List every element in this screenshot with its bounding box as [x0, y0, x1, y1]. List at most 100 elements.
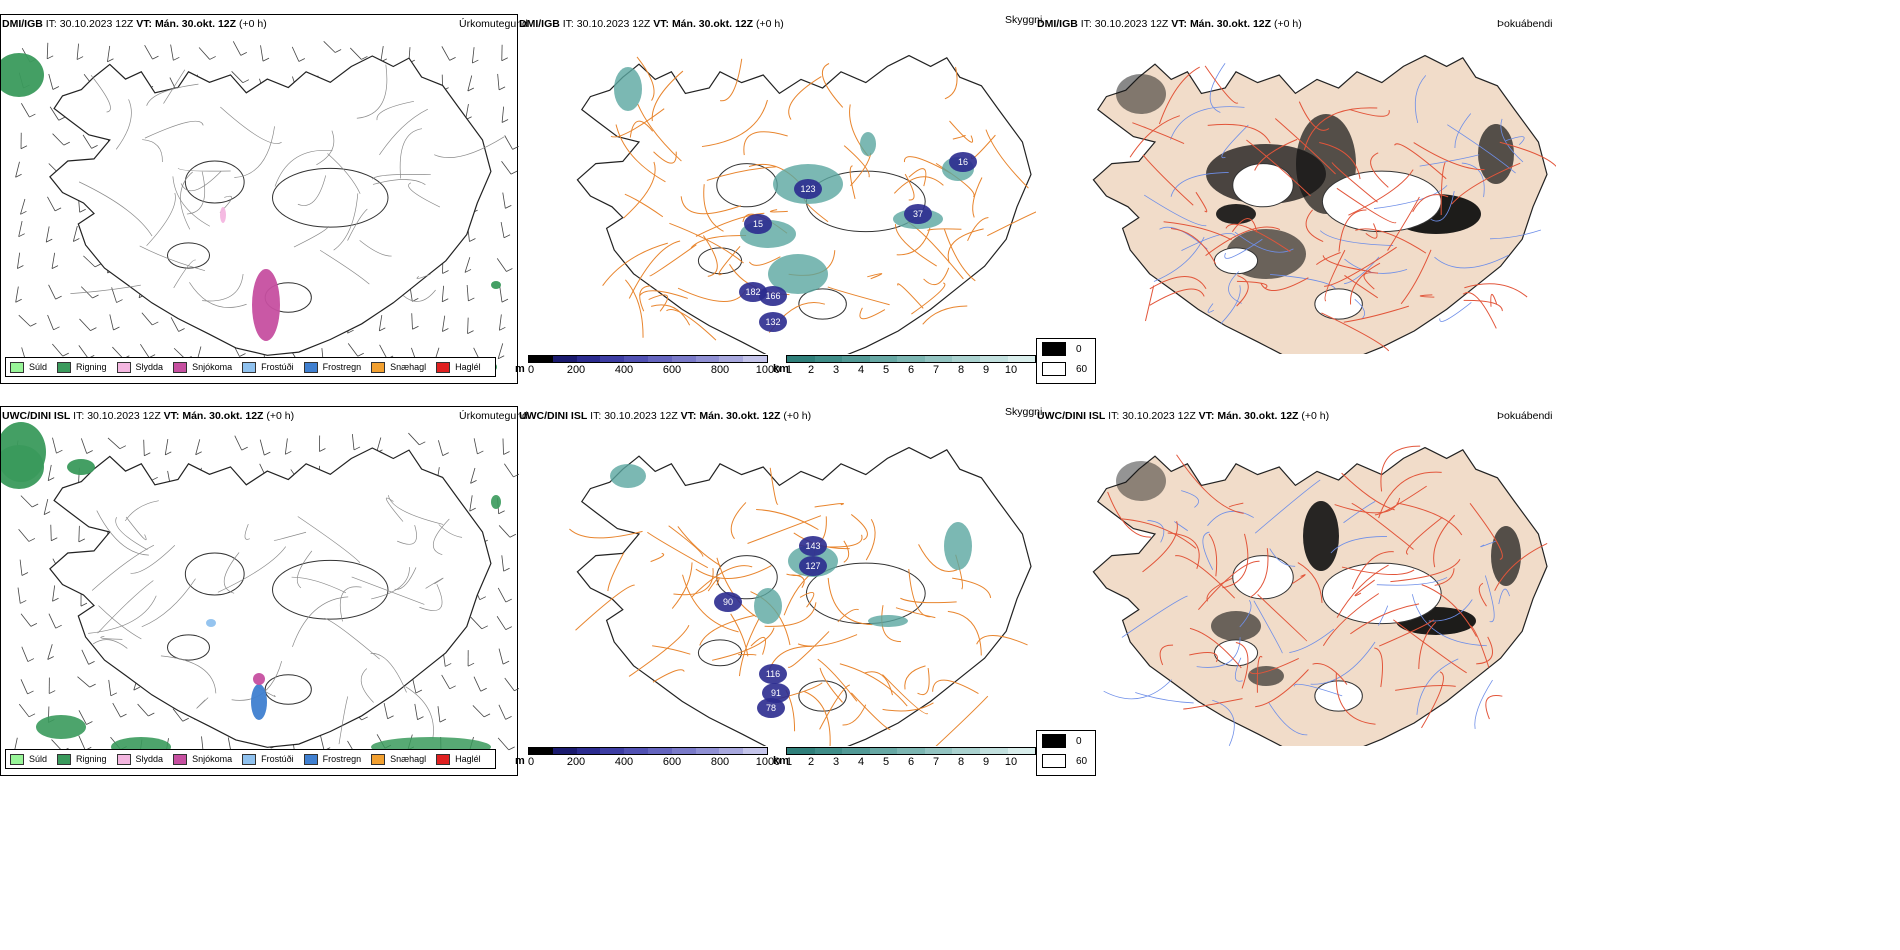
scale-tick-label: 800 [710, 756, 730, 768]
low-visibility-area [799, 556, 827, 576]
wind-barb-flag [449, 685, 456, 690]
road-line [202, 273, 244, 302]
road-line [1208, 533, 1218, 577]
wind-barb-flag [442, 328, 449, 332]
wind-barb-flag [78, 538, 85, 543]
scale-cell [671, 748, 696, 754]
road-line [196, 697, 209, 709]
wind-barb-flag [90, 327, 97, 331]
road-line [738, 653, 757, 656]
visibility-value-label: 15 [753, 219, 763, 229]
wind-barb [144, 44, 153, 60]
wind-barb [414, 703, 418, 720]
road-line [636, 56, 655, 101]
wind-barb [170, 317, 179, 332]
wind-barb [260, 45, 264, 62]
road-line [338, 696, 349, 745]
road-line [1175, 555, 1236, 599]
road-line [927, 228, 962, 231]
road-line [1183, 698, 1243, 710]
river-line [1500, 118, 1524, 163]
river-line [1153, 236, 1205, 282]
wind-barb-flag [472, 59, 479, 64]
wind-barb [464, 257, 471, 273]
title-visibility-bottom: UWC/DINI ISL IT: 30.10.2023 12Z VT: Mán.… [519, 410, 812, 422]
iceland-coastline [1092, 446, 1548, 746]
road-line [1222, 533, 1249, 589]
fog-index-area [1211, 611, 1261, 641]
road-line [797, 634, 858, 647]
river-line [1480, 540, 1497, 548]
low-visibility-area [739, 282, 767, 302]
glacier-outline [264, 674, 312, 705]
rain-area [1, 422, 46, 482]
river-line [1221, 124, 1249, 159]
river-line [1270, 274, 1336, 289]
visibility-value-label: 78 [766, 703, 776, 713]
wind-barb [231, 71, 244, 83]
road-line [1354, 579, 1375, 597]
glacier-outline [697, 639, 743, 667]
sleet-area [220, 207, 226, 223]
road-line [1189, 627, 1242, 669]
scale-tick-label: 5 [882, 364, 890, 376]
scale-cell [671, 356, 696, 362]
wind-barb-flag [510, 170, 518, 175]
legend-label: Frostúði [261, 754, 294, 764]
wind-barb [441, 285, 445, 302]
wind-barb-flag [152, 55, 159, 60]
low-visibility-area [714, 592, 742, 612]
precip-legend-item: Slydda [116, 361, 163, 373]
glacier-outline [184, 552, 245, 596]
wind-barb-flag [513, 473, 519, 478]
fog-index-area [1116, 74, 1166, 114]
road-line [1321, 312, 1390, 352]
wind-barb [441, 674, 451, 690]
scale-cell [624, 356, 648, 362]
wind-barb [497, 343, 504, 359]
wind-barb [45, 226, 50, 243]
wind-barb-flag [415, 689, 423, 694]
road-line [923, 267, 950, 286]
road-line [97, 580, 154, 634]
road-line [130, 545, 176, 574]
wind-barb [472, 705, 485, 718]
wind-barb-flag [58, 116, 65, 121]
road-line [837, 608, 859, 623]
wind-barb-flag [469, 507, 476, 512]
road-line [1298, 101, 1330, 131]
road-line [1412, 194, 1449, 213]
road-line [788, 76, 822, 120]
road-line [865, 519, 876, 561]
wind-barb [198, 47, 211, 60]
road-line [1387, 196, 1420, 251]
road-line [1297, 562, 1323, 603]
wind-barb [470, 467, 476, 484]
wind-barb-flag [92, 294, 99, 299]
legend-swatch [436, 361, 451, 373]
fog-legend-label: 0 [1076, 343, 1082, 355]
road-line [1254, 138, 1298, 171]
wind-barb-flag [53, 326, 60, 331]
wind-barb-flag [347, 329, 354, 334]
road-line [388, 495, 444, 525]
road-line [738, 618, 760, 677]
glacier-outline [272, 559, 389, 620]
wind-barb-flag [464, 269, 472, 273]
road-line [1324, 246, 1397, 287]
road-line [987, 211, 1036, 237]
scale-cell [924, 748, 953, 754]
road-line [695, 212, 765, 237]
legend-swatch [371, 361, 386, 373]
wind-barb-flag [173, 56, 180, 61]
legend-label: Súld [29, 362, 48, 372]
road-line [976, 635, 1028, 646]
river-line [1505, 136, 1525, 146]
wind-barb-flag [116, 299, 123, 303]
wind-barb-flag [357, 352, 364, 357]
river-line [1147, 520, 1165, 543]
road-line [324, 617, 380, 660]
precip-legend-item: Frostúði [242, 753, 294, 765]
road-line [819, 667, 843, 703]
road-line [682, 574, 739, 633]
